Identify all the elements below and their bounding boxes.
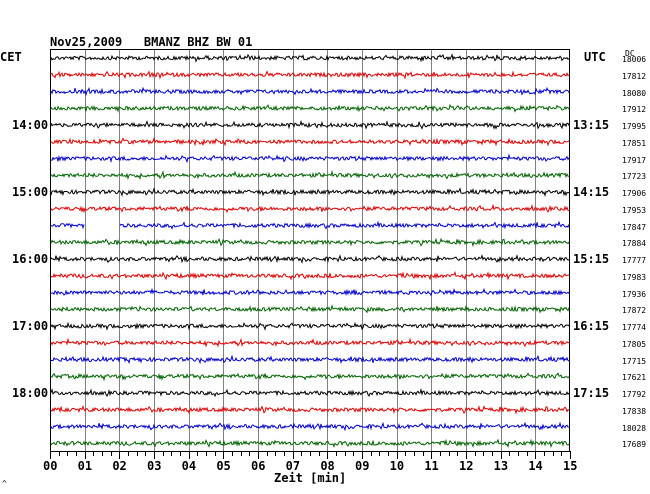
dc-offset-row-18: 17715 xyxy=(622,356,647,366)
dc-offset-row-10: 17847 xyxy=(622,222,647,232)
x-tick-label-12: 12 xyxy=(459,459,474,473)
dc-offset-row-2: 18080 xyxy=(622,88,647,98)
right-timezone-label: UTC xyxy=(584,50,606,64)
dc-offset-row-1: 17812 xyxy=(622,71,647,81)
dc-offset-row-9: 17953 xyxy=(622,205,647,215)
x-tick-label-02: 02 xyxy=(112,459,127,473)
dc-offset-row-0: 18006 xyxy=(622,55,647,64)
x-tick-label-10: 10 xyxy=(389,459,405,473)
trace-row-21 xyxy=(50,404,570,415)
trace-row-6 xyxy=(50,153,570,164)
trace-row-19 xyxy=(50,372,570,382)
x-tick-label-09: 09 xyxy=(355,459,370,473)
right-time-label-1415: 14:15 xyxy=(573,185,610,199)
x-tick-label-14: 14 xyxy=(528,459,543,473)
x-tick-label-08: 08 xyxy=(320,459,335,473)
dc-offset-row-8: 17906 xyxy=(622,189,647,198)
dc-offset-row-21: 17838 xyxy=(622,406,647,416)
trace-row-12 xyxy=(50,254,570,264)
trace-row-8 xyxy=(50,187,570,198)
dc-offset-row-6: 17917 xyxy=(622,155,647,165)
trace-row-20 xyxy=(50,387,570,398)
x-tick-label-06: 06 xyxy=(251,459,266,473)
trace-row-4 xyxy=(50,119,570,130)
plot-grid xyxy=(85,50,536,451)
trace-row-1 xyxy=(50,70,570,80)
dc-offset-row-13: 17983 xyxy=(622,272,647,282)
dc-label: DC xyxy=(625,49,635,58)
x-tick-label-03: 03 xyxy=(147,459,162,473)
trace-row-14 xyxy=(50,287,570,297)
x-tick-label-13: 13 xyxy=(493,459,509,473)
trace-row-2 xyxy=(50,86,570,97)
dc-offset-row-3: 17912 xyxy=(622,105,647,115)
trace-row-10 xyxy=(50,220,570,230)
dc-offset-row-15: 17872 xyxy=(622,306,647,316)
trace-row-0 xyxy=(50,53,570,63)
dc-offset-row-22: 18028 xyxy=(622,423,647,433)
plot-frame xyxy=(50,49,570,452)
dc-offset-row-11: 17884 xyxy=(622,239,647,249)
dc-offset-row-20: 17792 xyxy=(622,390,647,399)
left-time-label-1500: 15:00 xyxy=(12,185,49,199)
trace-row-11 xyxy=(50,237,570,248)
trace-row-22 xyxy=(50,421,569,432)
x-tick-label-04: 04 xyxy=(181,459,197,473)
trace-row-3 xyxy=(50,103,570,113)
x-tick-label-05: 05 xyxy=(216,459,231,473)
right-time-label-1315: 13:15 xyxy=(573,118,610,132)
right-time-label-1715: 17:15 xyxy=(573,386,610,400)
dc-offset-row-14: 17936 xyxy=(622,289,647,299)
left-timezone-label: CET xyxy=(0,50,22,64)
trace-row-13 xyxy=(50,271,570,281)
chart-title: Nov25,2009 BMANZ BHZ BW 01 xyxy=(50,35,253,49)
trace-row-9 xyxy=(50,203,570,214)
x-tick-label-11: 11 xyxy=(424,459,439,473)
trace-row-15 xyxy=(50,304,570,314)
trace-group xyxy=(50,53,570,449)
dc-offset-row-7: 17723 xyxy=(622,172,647,182)
trace-row-23 xyxy=(50,438,570,449)
trace-row-17 xyxy=(50,337,570,348)
trace-row-5 xyxy=(50,136,570,147)
dc-offset-row-12: 17777 xyxy=(622,256,647,265)
right-time-label-1515: 15:15 xyxy=(573,252,610,266)
dc-offset-row-16: 17774 xyxy=(622,323,647,332)
left-time-label-1800: 18:00 xyxy=(12,386,49,400)
left-time-label-1700: 17:00 xyxy=(12,319,49,333)
x-tick-label-07: 07 xyxy=(285,459,301,473)
trace-row-18 xyxy=(50,354,570,365)
dc-offset-row-17: 17805 xyxy=(622,339,647,349)
x-tick-label-00: 00 xyxy=(43,459,58,473)
left-time-label-1600: 16:00 xyxy=(12,252,49,266)
left-time-label-1400: 14:00 xyxy=(12,118,49,132)
dc-offset-row-19: 17621 xyxy=(622,373,647,383)
corner-mark: ^ xyxy=(2,479,7,488)
dc-offset-row-23: 17689 xyxy=(622,440,647,450)
dc-offset-row-4: 17995 xyxy=(622,122,647,131)
dc-offset-row-5: 17851 xyxy=(622,138,647,148)
x-tick-label-01: 01 xyxy=(77,459,93,473)
x-axis-label: Zeit [min] xyxy=(274,471,347,485)
right-time-label-1615: 16:15 xyxy=(573,319,610,333)
trace-row-7 xyxy=(50,169,570,181)
x-axis-ticks xyxy=(50,451,571,459)
x-tick-label-15: 15 xyxy=(563,459,578,473)
trace-row-16 xyxy=(50,321,570,331)
